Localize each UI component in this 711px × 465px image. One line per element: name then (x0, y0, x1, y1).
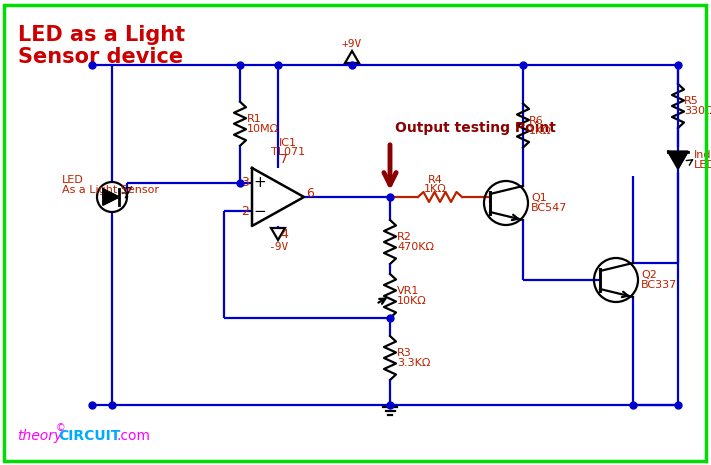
Text: 3.3KΩ: 3.3KΩ (397, 358, 430, 368)
Text: −: − (254, 204, 267, 219)
Text: theory: theory (17, 429, 63, 443)
Text: 4: 4 (280, 228, 288, 241)
Text: -9V: -9V (268, 242, 288, 252)
Text: LED: LED (62, 175, 84, 185)
Text: LED as a Light: LED as a Light (18, 25, 185, 45)
Text: R3: R3 (397, 348, 412, 358)
Text: BC547: BC547 (531, 203, 567, 213)
Text: 1KΩ: 1KΩ (529, 126, 552, 135)
Text: VR1: VR1 (397, 286, 419, 296)
Text: R4: R4 (427, 175, 442, 185)
Text: Q1: Q1 (531, 193, 547, 203)
Text: 7: 7 (280, 153, 288, 166)
Text: 470KΩ: 470KΩ (397, 242, 434, 252)
Text: R1: R1 (247, 114, 262, 124)
Text: Sensor device: Sensor device (18, 47, 183, 67)
Text: 1KΩ: 1KΩ (424, 184, 447, 194)
Text: Output testing Point: Output testing Point (395, 121, 556, 135)
Text: IC1: IC1 (279, 138, 297, 148)
Text: 10MΩ: 10MΩ (247, 124, 279, 134)
Text: +9V: +9V (342, 39, 362, 49)
Polygon shape (668, 152, 688, 168)
Text: R5: R5 (684, 96, 699, 106)
Text: R2: R2 (397, 232, 412, 242)
Text: R6: R6 (529, 115, 544, 126)
Text: 3: 3 (241, 176, 249, 189)
Text: CIRCUIT: CIRCUIT (58, 429, 120, 443)
Text: LED2: LED2 (694, 160, 711, 170)
Text: +: + (254, 175, 267, 190)
Text: 2: 2 (241, 205, 249, 218)
Text: .com: .com (117, 429, 151, 443)
Text: Q2: Q2 (641, 270, 657, 280)
Text: 6: 6 (306, 186, 314, 199)
Text: 330Ω: 330Ω (684, 106, 711, 116)
Text: BC337: BC337 (641, 280, 678, 290)
Polygon shape (103, 189, 119, 205)
Text: TL071: TL071 (271, 147, 305, 157)
Text: Indicator: Indicator (694, 150, 711, 160)
Text: 10KΩ: 10KΩ (397, 296, 427, 306)
Text: ©: © (56, 423, 65, 433)
Text: As a Light Sensor: As a Light Sensor (62, 185, 159, 195)
